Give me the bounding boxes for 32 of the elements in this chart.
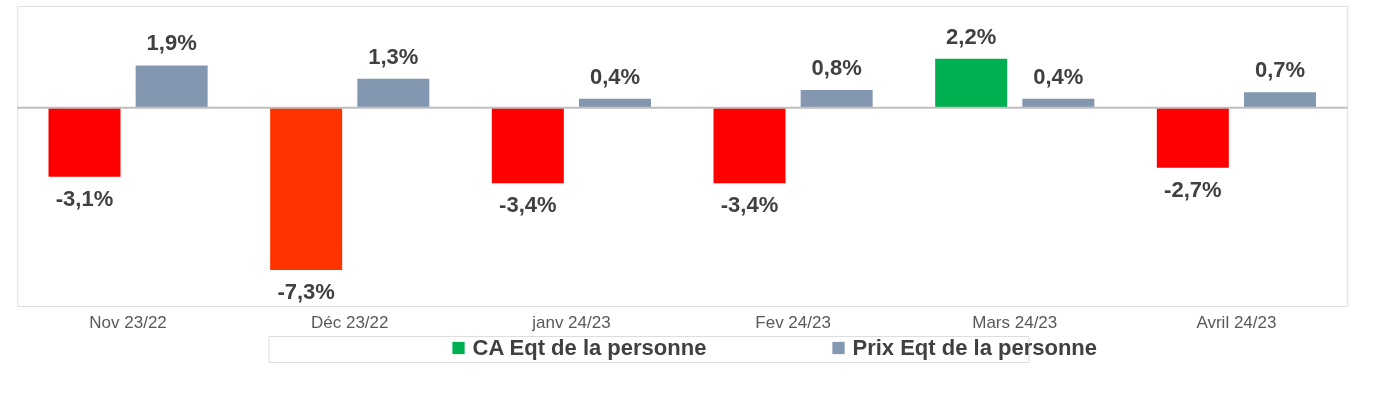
bar [1156,107,1229,168]
bar [800,89,873,108]
data-label: 0,4% [1033,63,1084,89]
bar [1244,92,1316,108]
data-label: 1,3% [368,43,419,69]
data-label: 1,9% [146,30,197,56]
x-tick-label: Nov 23/22 [89,312,167,332]
data-label: -3,1% [55,185,114,211]
bar [935,58,1008,108]
x-tick-label: Fev 24/23 [755,312,831,332]
x-tick-label: janv 24/23 [531,312,611,332]
data-label: 0,7% [1254,57,1306,83]
bar [713,107,786,184]
x-tick-label: Déc 23/22 [311,312,389,332]
bar [48,107,121,177]
data-label: 2,2% [946,23,997,49]
legend-label: CA Eqt de la personne [472,335,707,360]
bar [1022,98,1095,108]
bar [270,107,343,271]
bar [579,98,651,108]
data-label: 0,8% [811,54,862,80]
x-tick-label: Avril 24/23 [1196,312,1277,332]
bar [357,78,430,108]
bar [491,107,564,184]
bar [135,65,208,108]
data-label: -3,4% [499,192,557,218]
data-label: -7,3% [277,279,335,305]
x-tick-label: Mars 24/23 [972,312,1058,332]
data-label: -2,7% [1164,176,1222,202]
legend-label: Prix Eqt de la personne [852,335,1098,360]
data-label: -3,4% [720,192,779,218]
data-label: 0,4% [589,63,641,89]
